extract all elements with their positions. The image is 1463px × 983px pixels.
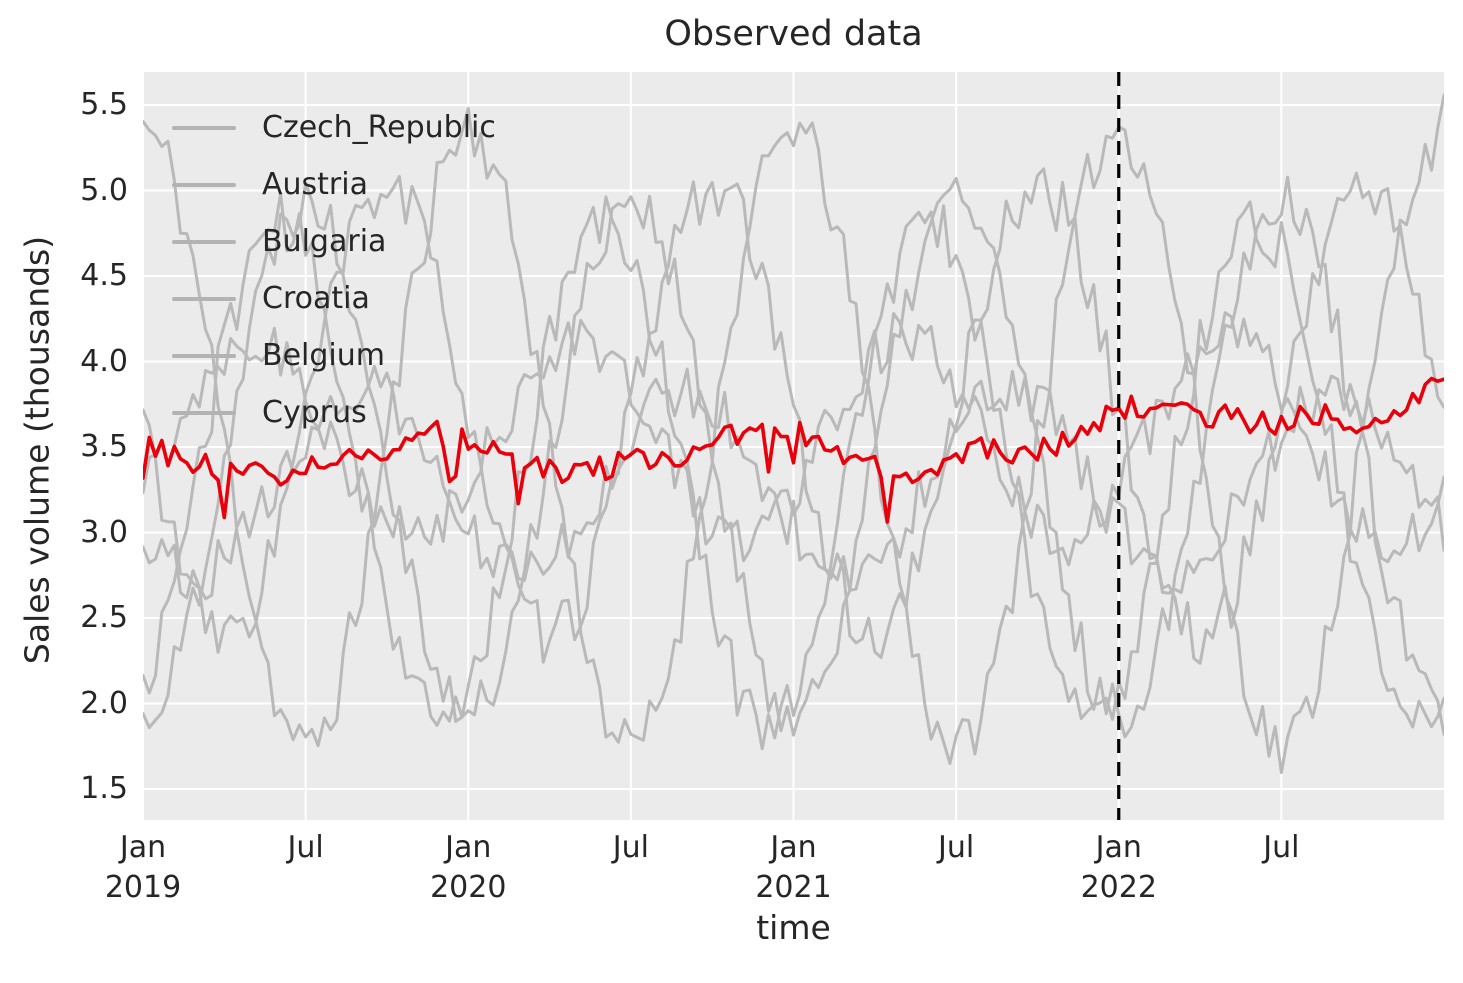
x-tick-label: Jan 2021 <box>714 828 874 908</box>
chart-legend: Czech_Republic Austria Bulgaria Croatia Belg… <box>172 99 496 441</box>
legend-line-swatch <box>172 296 236 301</box>
legend-label: Czech_Republic <box>262 110 496 145</box>
legend-label: Croatia <box>262 281 370 316</box>
x-tick-year-label: 2021 <box>755 870 832 905</box>
y-tick-label: 5.0 <box>80 172 128 208</box>
y-tick-label: 5.5 <box>80 87 128 122</box>
x-tick-year-label: 2020 <box>430 870 507 905</box>
y-tick-label: 4.0 <box>80 343 128 379</box>
series-line-red_highlight_unlabeled <box>143 376 1444 524</box>
series-line-Croatia <box>143 191 1444 751</box>
y-tick-label: 4.5 <box>80 258 128 293</box>
legend-item-cyprus: Cyprus <box>172 384 496 441</box>
x-tick-label: Jul <box>938 830 975 865</box>
legend-label: Bulgaria <box>262 224 387 259</box>
legend-label: Belgium <box>262 338 385 373</box>
legend-label: Cyprus <box>262 395 367 430</box>
y-tick-label: 3.0 <box>80 514 128 550</box>
y-tick-label: 1.5 <box>80 771 128 806</box>
x-tick-label: Jul <box>1263 830 1300 865</box>
legend-line-swatch <box>172 239 236 244</box>
y-tick-label: 2.5 <box>80 600 128 635</box>
line-chart-plot-area <box>143 72 1444 820</box>
y-tick-label: 3.5 <box>80 429 128 464</box>
legend-line-swatch <box>172 410 236 415</box>
legend-item-croatia: Croatia <box>172 270 496 327</box>
legend-item-belgium: Belgium <box>172 327 496 384</box>
legend-item-czech_republic: Czech_Republic <box>172 99 496 156</box>
x-tick-label: Jul <box>287 830 324 865</box>
series-line-Austria <box>143 175 1444 739</box>
series-line-Bulgaria <box>143 167 1444 665</box>
chart-title: Observed data <box>664 14 923 54</box>
legend-line-swatch <box>172 182 236 187</box>
legend-label: Austria <box>262 167 368 202</box>
x-tick-label: Jan 2022 <box>1039 828 1199 908</box>
x-tick-year-label: 2019 <box>104 870 182 905</box>
legend-item-austria: Austria <box>172 156 496 213</box>
x-axis-label: time <box>756 908 831 947</box>
legend-item-bulgaria: Bulgaria <box>172 213 496 270</box>
y-tick-label: 2.0 <box>80 685 128 721</box>
x-tick-year-label: 2022 <box>1080 870 1157 905</box>
x-tick-label: Jul <box>612 830 649 865</box>
legend-line-swatch <box>172 125 236 130</box>
x-tick-label: Jan 2019 <box>63 828 223 908</box>
legend-line-swatch <box>172 353 236 358</box>
x-tick-label: Jan 2020 <box>388 828 548 908</box>
series-line-Cyprus <box>143 364 1444 601</box>
